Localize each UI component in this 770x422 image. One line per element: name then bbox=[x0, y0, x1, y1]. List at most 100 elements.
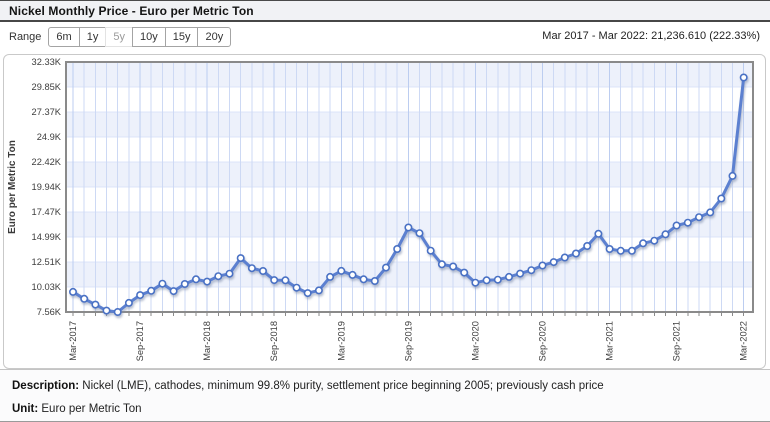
x-axis-tick-label: Mar-2019 bbox=[336, 321, 346, 361]
data-point-marker[interactable] bbox=[337, 266, 346, 275]
range-button-5y[interactable]: 5y bbox=[105, 27, 133, 47]
description-text: Nickel (LME), cathodes, minimum 99.8% pu… bbox=[82, 380, 604, 392]
data-point-marker[interactable] bbox=[124, 298, 133, 307]
x-axis-tick-labels: Mar-2017 Sep-2017 Mar-2018 Sep-2018 Mar-2019… bbox=[68, 321, 749, 361]
data-point-marker[interactable] bbox=[538, 261, 547, 270]
data-point-marker[interactable] bbox=[426, 246, 435, 255]
data-point-marker[interactable] bbox=[381, 263, 390, 272]
data-point-marker[interactable] bbox=[672, 221, 681, 230]
plot-bands bbox=[66, 62, 753, 312]
data-point-marker[interactable] bbox=[158, 279, 167, 288]
period-summary: Mar 2017 - Mar 2022: 21,236.610 (222.33%… bbox=[542, 30, 760, 42]
x-axis-tick-marks bbox=[72, 313, 745, 316]
data-point-marker[interactable] bbox=[404, 223, 413, 232]
x-axis-tick-label: Sep-2017 bbox=[135, 321, 145, 361]
data-point-marker[interactable] bbox=[493, 275, 502, 284]
data-point-marker[interactable] bbox=[516, 269, 525, 278]
y-axis-tick-label: 14.99K bbox=[32, 232, 62, 242]
data-point-marker[interactable] bbox=[594, 229, 603, 238]
data-point-marker[interactable] bbox=[471, 278, 480, 287]
data-point-marker[interactable] bbox=[504, 272, 513, 281]
data-point-marker[interactable] bbox=[259, 267, 268, 276]
data-point-marker[interactable] bbox=[650, 236, 659, 245]
y-axis-tick-label: 22.42K bbox=[32, 157, 62, 167]
plot-border bbox=[65, 61, 754, 313]
data-point-marker[interactable] bbox=[605, 245, 614, 254]
data-point-marker[interactable] bbox=[326, 272, 335, 281]
data-point-marker[interactable] bbox=[728, 171, 737, 180]
y-axis-tick-label: 19.94K bbox=[32, 182, 62, 192]
range-button-group: 6m 1y 5y 10y 15y 20y bbox=[48, 27, 232, 47]
data-point-marker[interactable] bbox=[270, 276, 279, 285]
data-point-marker[interactable] bbox=[639, 239, 648, 248]
data-point-marker[interactable] bbox=[706, 208, 715, 217]
data-point-marker[interactable] bbox=[192, 275, 201, 284]
range-button-10y[interactable]: 10y bbox=[131, 27, 166, 47]
y-axis-tick-labels: 32.33K 29.85K 27.37K 24.9K 22.42K 19.94K 17.47… bbox=[32, 57, 62, 317]
unit-line: Unit: Euro per Metric Ton bbox=[12, 402, 758, 416]
data-point-marker[interactable] bbox=[393, 245, 402, 254]
data-point-marker[interactable] bbox=[415, 229, 424, 238]
data-point-marker[interactable] bbox=[180, 280, 189, 289]
data-point-marker[interactable] bbox=[314, 286, 323, 295]
data-point-marker[interactable] bbox=[169, 287, 178, 296]
data-point-marker[interactable] bbox=[449, 262, 458, 271]
data-point-marker[interactable] bbox=[694, 213, 703, 222]
data-point-marker[interactable] bbox=[571, 249, 580, 258]
range-toolbar: Range 6m 1y 5y 10y 15y 20y Mar 2017 - Mar 202… bbox=[0, 22, 770, 52]
data-point-marker[interactable] bbox=[348, 270, 357, 279]
range-label: Range bbox=[9, 31, 42, 43]
y-axis-tick-label: 27.37K bbox=[32, 107, 62, 117]
range-button-15y[interactable]: 15y bbox=[164, 27, 199, 47]
data-point-marker[interactable] bbox=[616, 246, 625, 255]
data-point-marker[interactable] bbox=[437, 260, 446, 269]
y-axis-tick-label: 12.51K bbox=[32, 257, 62, 267]
data-point-marker[interactable] bbox=[560, 253, 569, 262]
data-point-marker[interactable] bbox=[359, 275, 368, 284]
chart-card: 32.33K 29.85K 27.37K 24.9K 22.42K 19.94K 17.47… bbox=[3, 54, 766, 369]
data-point-marker[interactable] bbox=[583, 242, 592, 251]
x-axis-tick-label: Sep-2021 bbox=[672, 321, 682, 361]
data-point-marker[interactable] bbox=[225, 269, 234, 278]
data-point-marker[interactable] bbox=[102, 306, 111, 315]
data-point-marker[interactable] bbox=[303, 289, 312, 298]
data-point-marker[interactable] bbox=[527, 266, 536, 275]
data-point-marker[interactable] bbox=[147, 286, 156, 295]
y-axis-tick-label: 24.9K bbox=[37, 132, 62, 142]
unit-label: Unit: bbox=[12, 403, 39, 415]
range-button-1y[interactable]: 1y bbox=[78, 27, 107, 47]
data-point-marker[interactable] bbox=[247, 264, 256, 273]
data-point-marker[interactable] bbox=[91, 300, 100, 309]
data-point-marker[interactable] bbox=[203, 277, 212, 286]
y-axis-title: Euro per Metric Ton bbox=[7, 140, 18, 234]
data-point-marker[interactable] bbox=[549, 258, 558, 267]
data-point-marker[interactable] bbox=[113, 308, 122, 317]
data-point-marker[interactable] bbox=[69, 287, 78, 296]
data-point-marker[interactable] bbox=[482, 276, 491, 285]
x-axis-tick-label: Sep-2020 bbox=[537, 321, 547, 361]
data-point-marker[interactable] bbox=[717, 194, 726, 203]
data-point-marker[interactable] bbox=[661, 230, 670, 239]
description-label: Description: bbox=[12, 380, 80, 392]
x-axis-tick-label: Sep-2019 bbox=[403, 321, 413, 361]
range-button-6m[interactable]: 6m bbox=[48, 27, 80, 47]
data-point-marker[interactable] bbox=[214, 272, 223, 281]
chart-title: Nickel Monthly Price - Euro per Metric T… bbox=[9, 3, 254, 18]
x-axis-tick-label: Mar-2022 bbox=[739, 321, 749, 361]
data-point-marker[interactable] bbox=[683, 218, 692, 227]
data-point-marker[interactable] bbox=[739, 73, 748, 82]
data-point-marker[interactable] bbox=[236, 254, 245, 263]
data-point-marker[interactable] bbox=[370, 277, 379, 286]
price-line-chart[interactable]: 32.33K 29.85K 27.37K 24.9K 22.42K 19.94K 17.47… bbox=[4, 55, 765, 368]
data-point-marker[interactable] bbox=[281, 276, 290, 285]
x-axis-tick-label: Mar-2018 bbox=[202, 321, 212, 361]
data-point-marker[interactable] bbox=[80, 294, 89, 303]
range-button-20y[interactable]: 20y bbox=[197, 27, 232, 47]
data-point-marker[interactable] bbox=[292, 283, 301, 292]
data-point-marker[interactable] bbox=[460, 268, 469, 277]
data-point-marker[interactable] bbox=[627, 246, 636, 255]
y-axis-tick-label: 29.85K bbox=[32, 82, 62, 92]
y-axis-tick-label: 10.03K bbox=[32, 282, 62, 292]
data-point-marker[interactable] bbox=[136, 291, 145, 300]
